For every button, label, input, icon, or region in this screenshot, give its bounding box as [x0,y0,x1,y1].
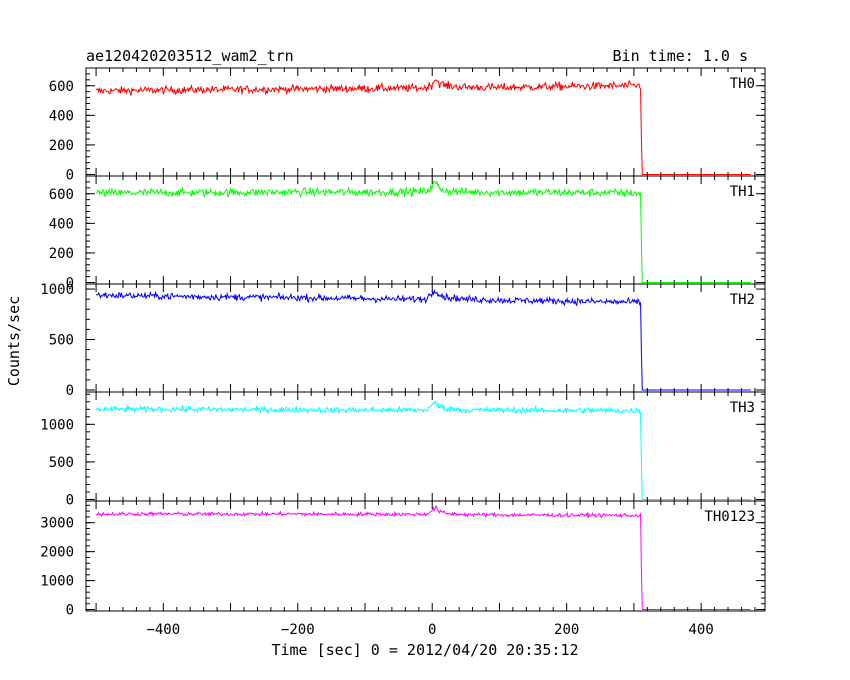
x-axis-label: Time [sec] 0 = 2012/04/20 20:35:12 [271,641,578,659]
x-tick-label: 400 [688,622,713,638]
panel-frame [85,67,766,177]
y-tick-label: 0 [66,603,74,619]
series-line-th1 [95,180,751,284]
y-tick-label: 2000 [40,545,74,561]
y-tick-label: 0 [66,168,74,184]
panel-label-th2: TH2 [730,292,755,308]
panel-th0123: 0 1000 2000 3000 TH0123 [40,500,766,619]
x-tick-label: −400 [146,622,180,638]
y-tick-label: 500 [49,333,74,349]
panel-th3: 0 500 1000 TH3 [40,391,766,508]
x-tick-label: 0 [428,622,436,638]
panels: 0 200 400 600 TH0 0 200 400 600 TH1 0 500 1000 TH2 0 50… [40,67,766,619]
panel-th2: 0 500 1000 TH2 [40,282,766,399]
panel-label-th0123: TH0123 [704,509,755,525]
bin-time-label: Bin time: 1.0 s [613,47,748,65]
x-tick-label: 200 [554,622,579,638]
x-tick-label: −200 [281,622,315,638]
y-tick-label: 600 [49,187,74,203]
series-line-th2 [95,288,751,391]
y-tick-label: 1000 [40,574,74,590]
series-line-th3 [95,400,751,500]
panel-th1: 0 200 400 600 TH1 [49,175,766,292]
y-axis-label: Counts/sec [5,296,23,386]
y-tick-label: 0 [66,492,74,508]
y-tick-label: 3000 [40,516,74,532]
panel-th0: 0 200 400 600 TH0 [49,67,766,184]
y-tick-label: 400 [49,108,74,124]
series-line-th0 [95,79,751,176]
x-axis: −400 −200 0 200 400 [146,622,713,638]
y-tick-label: 200 [49,138,74,154]
panel-frame [85,500,766,612]
y-tick-label: 600 [49,79,74,95]
panel-label-th3: TH3 [730,400,755,416]
y-tick-label: 500 [49,455,74,471]
y-tick-label: 200 [49,246,74,262]
y-tick-label: 1000 [40,417,74,433]
chart-title: ae120420203512_wam2_trn [86,47,294,65]
panel-label-th1: TH1 [730,184,755,200]
y-tick-label: 0 [66,383,74,399]
y-tick-label: 400 [49,216,74,232]
panel-label-th0: TH0 [730,76,755,92]
y-tick-label: 1000 [40,282,74,298]
y-tick-label: 0 [66,276,74,292]
series-line-th0123 [95,504,751,611]
